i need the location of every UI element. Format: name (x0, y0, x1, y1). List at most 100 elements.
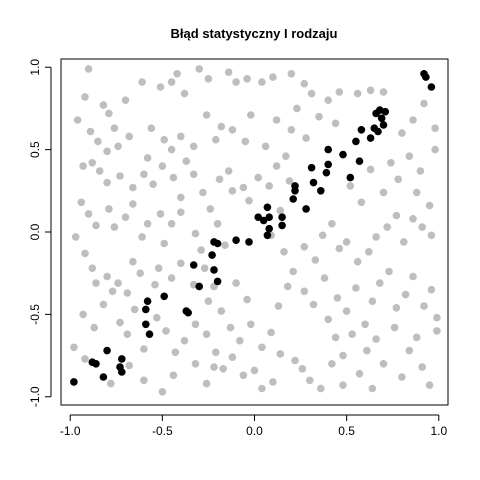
scatter-point-gray (363, 346, 371, 355)
scatter-point-gray (180, 89, 189, 98)
scatter-point-gray (392, 211, 401, 220)
scatter-point-gray (204, 297, 213, 306)
scatter-point-gray (418, 363, 427, 371)
scatter-point-gray (372, 233, 380, 241)
scatter-point-gray (173, 70, 181, 78)
scatter-point-gray (376, 279, 384, 287)
scatter-point-gray (357, 198, 366, 207)
scatter-point-gray (245, 196, 253, 205)
scatter-point-gray (92, 279, 100, 287)
scatter-point-black (99, 373, 108, 381)
scatter-point-gray (353, 257, 362, 266)
scatter-point-gray (315, 112, 323, 121)
scatter-point-black (309, 178, 318, 187)
scatter-point-gray (84, 210, 93, 218)
scatter-point-black (307, 163, 316, 172)
scatter-point-gray (169, 173, 178, 182)
scatter-point-gray (154, 264, 163, 273)
scatter-point-gray (287, 70, 296, 78)
scatter-point-gray (90, 323, 98, 332)
scatter-point-gray (236, 336, 244, 345)
scatter-point-black (317, 187, 325, 195)
scatter-point-gray (114, 279, 122, 287)
scatter-point-gray (302, 134, 310, 142)
scatter-point-gray (409, 116, 417, 124)
scatter-point-gray (269, 73, 277, 81)
scatter-point-black (422, 73, 430, 81)
scatter-point-gray (409, 215, 417, 223)
scatter-point-gray (129, 200, 137, 208)
y-tick-label: 1.0 (28, 59, 42, 76)
scatter-point-gray (138, 78, 146, 86)
scatter-point-gray (228, 353, 237, 362)
scatter-point-gray (149, 180, 157, 188)
scatter-point-black (322, 168, 331, 177)
scatter-point-gray (140, 345, 148, 353)
scatter-point-black (118, 355, 126, 363)
scatter-point-gray (431, 145, 439, 154)
scatter-point-gray (177, 259, 185, 268)
scatter-point-gray (81, 249, 89, 258)
x-tick-label: -0.5 (152, 424, 173, 438)
x-tick-label: 1.0 (430, 424, 447, 438)
scatter-point-black (278, 221, 286, 230)
scatter-point-gray (433, 313, 441, 322)
scatter-point-gray (272, 116, 281, 124)
highlighted-points-series (70, 70, 436, 386)
scatter-point-gray (298, 365, 307, 373)
scatter-point-gray (348, 330, 357, 339)
scatter-point-gray (300, 79, 309, 88)
scatter-point-gray (202, 111, 211, 119)
scatter-point-black (118, 368, 126, 376)
scatter-point-gray (331, 119, 340, 128)
scatter-point-black (289, 195, 298, 203)
scatter-point-gray (291, 356, 299, 365)
background-points-series (70, 65, 441, 396)
x-tick-label: 0.0 (246, 424, 263, 438)
y-tick-label: -1.0 (28, 386, 42, 407)
scatter-point-gray (258, 78, 266, 86)
scatter-point-gray (153, 313, 161, 322)
scatter-point-gray (274, 302, 283, 310)
scatter-point-gray (140, 170, 148, 179)
scatter-point-gray (401, 290, 410, 299)
y-tick-label: 0.0 (28, 223, 42, 240)
scatter-point-gray (379, 360, 388, 368)
scatter-point-black (346, 173, 355, 182)
scatter-point-gray (105, 205, 113, 213)
scatter-point-gray (169, 371, 178, 380)
scatter-point-gray (171, 348, 180, 357)
scatter-point-gray (412, 188, 421, 197)
scatter-point-gray (379, 88, 388, 96)
scatter-point-gray (138, 233, 146, 241)
scatter-point-black (142, 320, 150, 329)
data-points (70, 65, 441, 396)
scatter-point-black (189, 261, 198, 269)
y-tick-label: 0.5 (28, 141, 42, 158)
scatter-point-gray (282, 152, 290, 160)
scatter-point-gray (243, 295, 251, 304)
scatter-point-gray (276, 350, 285, 358)
scatter-point-gray (108, 287, 117, 296)
scatter-point-gray (189, 142, 198, 151)
scatter-point-gray (353, 89, 362, 98)
scatter-point-gray (307, 89, 316, 98)
scatter-point-gray (285, 177, 294, 185)
scatter-point-black (184, 308, 192, 317)
scatter-point-gray (425, 201, 434, 210)
plot-area-border (60, 58, 449, 406)
scatter-point-gray (121, 96, 130, 104)
scatter-point-gray (158, 388, 167, 396)
scatter-point-gray (200, 264, 209, 273)
scatter-point-gray (372, 335, 380, 343)
scatter-point-gray (86, 127, 95, 136)
scatter-point-gray (147, 124, 156, 132)
scatter-point-gray (418, 223, 427, 231)
scatter-point-black (379, 121, 388, 129)
y-axis: -1.0 -0.5 0.0 0.5 1.0 (28, 59, 52, 407)
scatter-point-black (92, 360, 100, 368)
scatter-point-gray (398, 129, 406, 137)
scatter-point-gray (425, 381, 434, 390)
scatter-point-gray (121, 213, 130, 221)
